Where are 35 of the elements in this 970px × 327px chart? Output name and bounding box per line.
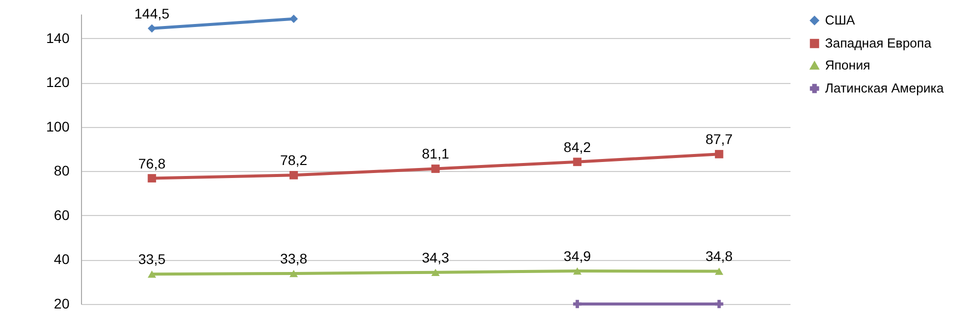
data-label: 84,2 xyxy=(564,138,592,155)
data-label: 81,1 xyxy=(422,146,450,162)
y-tick-label: 60 xyxy=(54,206,70,223)
data-label: 144,5 xyxy=(134,5,170,22)
point xyxy=(714,150,724,158)
y-tick-label: 80 xyxy=(54,162,70,179)
point xyxy=(290,270,298,278)
data-label: 33,8 xyxy=(280,250,308,266)
y-tick-label: 100 xyxy=(46,118,70,134)
data-label: 76,8 xyxy=(138,155,166,172)
data-label: 34,8 xyxy=(705,248,733,264)
y-tick-label: 20 xyxy=(54,296,70,312)
legend-label: Латинская Америка xyxy=(825,80,945,96)
point xyxy=(573,300,582,308)
legend-label: Япония xyxy=(825,58,870,72)
y-tick-label: 40 xyxy=(54,251,70,268)
data-label: 87,7 xyxy=(705,131,733,148)
point xyxy=(714,268,724,275)
point xyxy=(573,158,582,166)
point xyxy=(290,14,298,24)
data-label: 34,3 xyxy=(422,249,450,266)
y-tick-label: 140 xyxy=(46,30,70,46)
legend-label: Западная Европа xyxy=(825,36,932,50)
point xyxy=(573,267,582,275)
y-tick-label: 120 xyxy=(46,74,70,90)
legend-label: США xyxy=(825,12,856,28)
point xyxy=(290,170,298,180)
point xyxy=(148,270,156,278)
point xyxy=(714,300,724,308)
point xyxy=(431,268,440,276)
data-label: 33,5 xyxy=(138,251,166,268)
data-label: 78,2 xyxy=(280,152,308,168)
data-label: 34,9 xyxy=(564,248,592,264)
point xyxy=(148,174,156,182)
point xyxy=(431,164,440,173)
